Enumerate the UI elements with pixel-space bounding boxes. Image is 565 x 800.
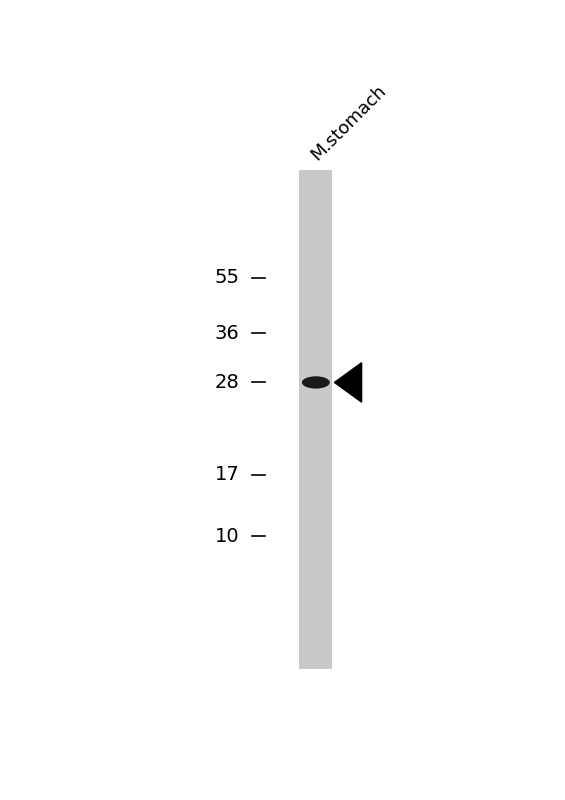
Text: 55: 55 bbox=[214, 268, 239, 287]
Bar bbox=[299, 170, 332, 669]
Polygon shape bbox=[334, 362, 362, 402]
Text: 10: 10 bbox=[215, 527, 239, 546]
Ellipse shape bbox=[302, 376, 330, 389]
Text: 28: 28 bbox=[215, 373, 239, 392]
Text: 17: 17 bbox=[215, 466, 239, 484]
Text: 36: 36 bbox=[215, 324, 239, 342]
Text: M.stomach: M.stomach bbox=[307, 82, 390, 164]
